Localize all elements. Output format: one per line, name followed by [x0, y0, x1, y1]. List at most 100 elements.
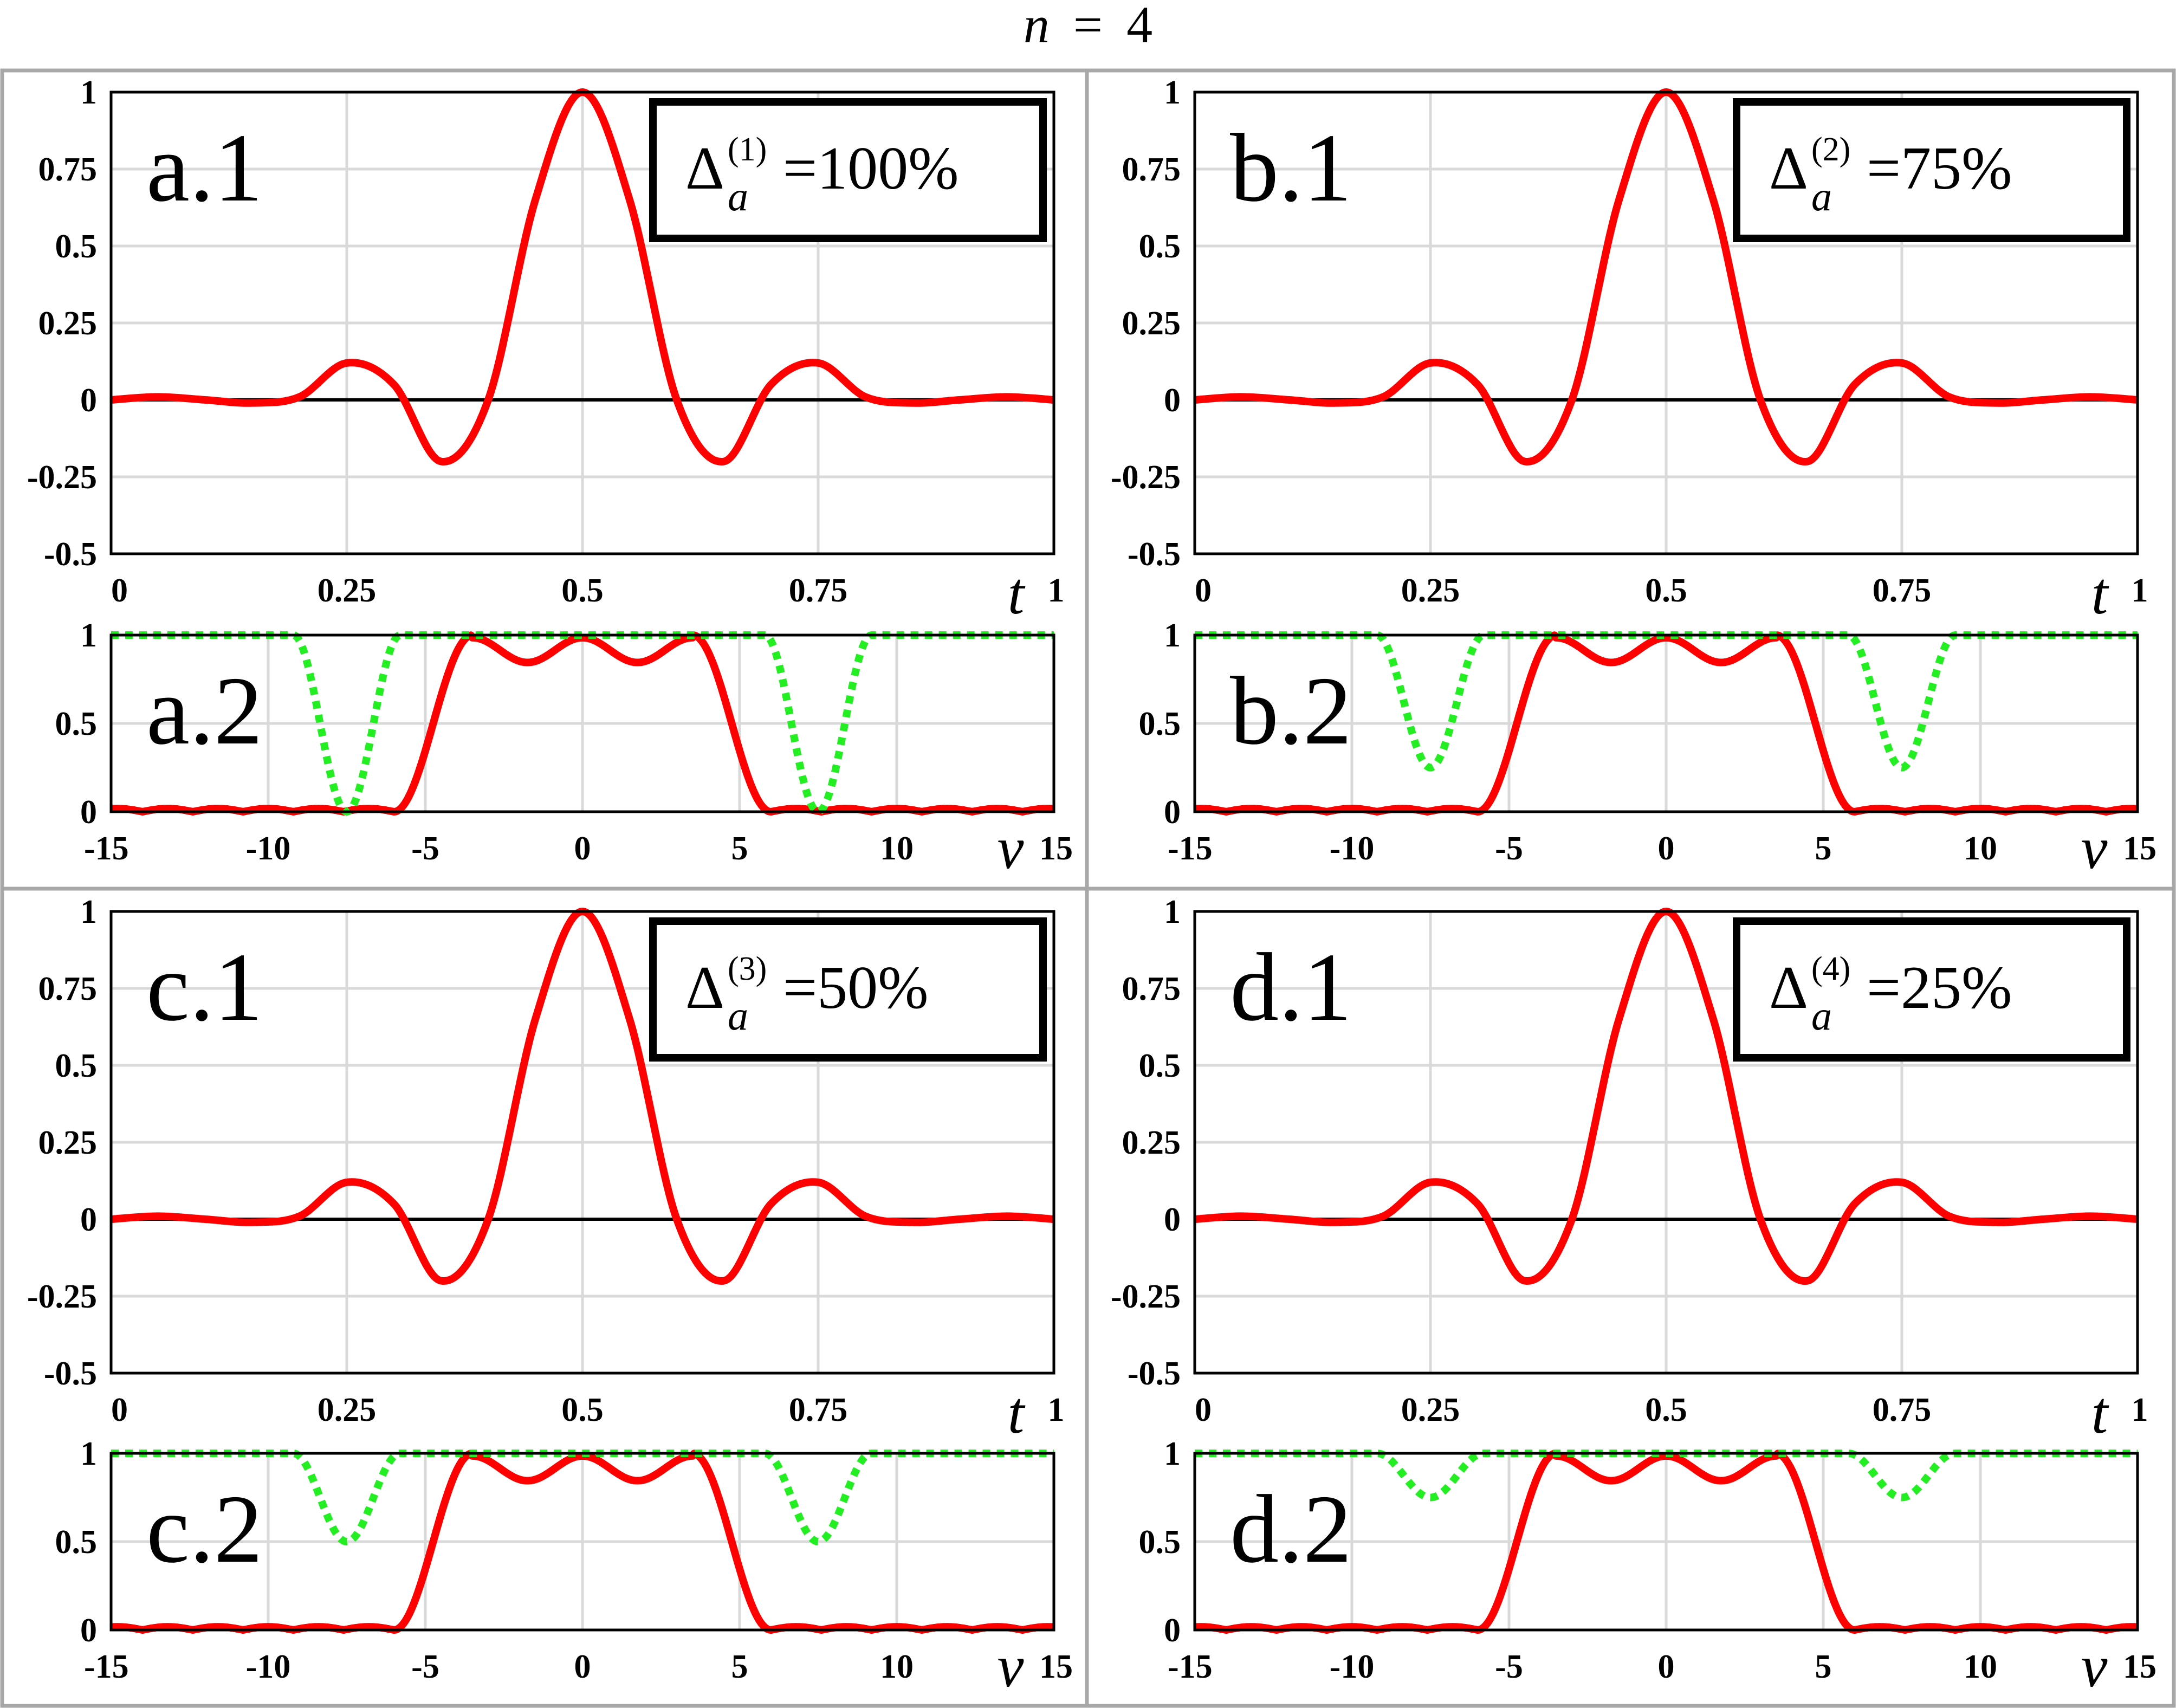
x-tick-label: 0.5 [1645, 572, 1687, 609]
x-tick-label: -10 [1330, 1648, 1375, 1685]
axes-frame [1193, 910, 2139, 1375]
x-tick-label: 15 [2123, 830, 2156, 867]
x-tick-label: 5 [731, 830, 748, 867]
annotation-subscript: a [1811, 993, 1832, 1039]
x-tick-label: 0 [1195, 572, 1212, 609]
x-axis-label-t: t [2091, 1380, 2109, 1446]
axes-frame [109, 90, 1055, 555]
x-tick-label: 0 [574, 1648, 591, 1685]
axes-a.2: 0 0.5 1 -15 -10 -5 0 5 10 15 ν a.2 [55, 617, 1073, 881]
x-tick-label: 0 [111, 572, 128, 609]
y-tick-label: -0.5 [1128, 1355, 1181, 1392]
y-tick-label: 1 [80, 74, 97, 111]
spectrum-curve [1192, 631, 2140, 816]
y-tick-label: 0.25 [1122, 1124, 1181, 1161]
x-axis-label-nu: ν [2081, 815, 2108, 881]
x-tick-label: -10 [246, 1648, 291, 1685]
y-tick-label: 1 [80, 617, 97, 654]
axes-d.2: 0 0.5 1 -15 -10 -5 0 5 10 15 ν d.2 [1139, 1435, 2157, 1699]
x-axis-label-nu: ν [998, 815, 1024, 881]
y-tick-label: 0.75 [1122, 151, 1181, 188]
y-tick-label: -0.5 [44, 536, 97, 573]
y-tick-label: 0.25 [1122, 305, 1181, 342]
y-tick-label: 1 [1164, 1435, 1181, 1472]
x-tick-label: 0.25 [1401, 1392, 1460, 1428]
panel-label: a.2 [146, 657, 263, 765]
y-tick-label: 0.25 [38, 305, 98, 342]
x-tick-label: 0 [1658, 830, 1675, 867]
y-tick-label: 0.25 [38, 1124, 98, 1161]
axes-c.2: 0 0.5 1 -15 -10 -5 0 5 10 15 ν c.2 [55, 1435, 1073, 1699]
y-tick-label: 0 [80, 794, 97, 831]
axes-frame [1193, 1452, 2139, 1632]
annotation-superscript: (1) [728, 131, 767, 168]
annotation-box [1733, 917, 2130, 1062]
x-tick-label: 1 [2132, 1392, 2148, 1428]
x-tick-label: 10 [1964, 1648, 1997, 1685]
x-tick-label: 0.75 [789, 572, 848, 609]
y-tick-label: 0.75 [1122, 971, 1181, 1007]
x-tick-label: -10 [1330, 830, 1375, 867]
x-tick-label: -15 [84, 1648, 129, 1685]
panel-label: b.2 [1230, 657, 1352, 765]
annotation-superscript: (4) [1811, 950, 1850, 987]
x-tick-label: 0.25 [318, 572, 377, 609]
annotation-superscript: (3) [728, 950, 767, 987]
y-tick-label: 0.5 [55, 1524, 98, 1561]
y-tick-label: 0.5 [55, 228, 98, 265]
annotation-value: =75% [1867, 135, 2012, 202]
x-axis-label-nu: ν [998, 1633, 1024, 1699]
annotation-value: =100% [783, 135, 959, 202]
y-tick-label: 0.5 [1139, 228, 1181, 265]
axes-frame [109, 1452, 1055, 1632]
x-tick-label: 10 [1964, 830, 1997, 867]
x-tick-label: 0.75 [1873, 1392, 1932, 1428]
y-tick-label: 1 [1164, 617, 1181, 654]
panel-border-d [1085, 887, 2176, 1708]
axes-frame [1193, 633, 2139, 813]
annotation-symbol: Δ [1769, 954, 1808, 1021]
panel-label: c.1 [146, 933, 263, 1041]
x-tick-label: 0.75 [789, 1392, 848, 1428]
y-tick-label: 0.75 [38, 971, 98, 1007]
y-tick-label: -0.25 [1111, 1278, 1181, 1315]
y-tick-label: -0.25 [27, 1278, 97, 1315]
annotation-box [1733, 98, 2130, 242]
annotation-symbol: Δ [1769, 135, 1808, 202]
axes-frame [109, 633, 1055, 813]
y-tick-label: 1 [1164, 74, 1181, 111]
x-tick-label: 0 [574, 830, 591, 867]
spectrum-curve [108, 631, 1057, 816]
x-tick-label: 5 [731, 1648, 748, 1685]
x-tick-label: 0 [1195, 1392, 1212, 1428]
y-tick-label: 1 [80, 1435, 97, 1472]
panel-label: a.1 [146, 114, 263, 222]
annotation-superscript: (2) [1811, 131, 1850, 168]
x-tick-label: 0 [111, 1392, 128, 1428]
panel-label: b.1 [1230, 114, 1352, 222]
y-tick-label: 0.5 [55, 1047, 98, 1084]
x-tick-label: 0.5 [561, 1392, 604, 1428]
y-tick-label: 0 [80, 1201, 97, 1238]
y-tick-label: -0.5 [1128, 536, 1181, 573]
annotation-value: =25% [1867, 954, 2012, 1021]
x-tick-label: -10 [246, 830, 291, 867]
x-tick-label: 0 [1658, 1648, 1675, 1685]
x-axis-label-t: t [1008, 560, 1026, 626]
y-tick-label: 1 [80, 894, 97, 930]
axes-frame [1193, 90, 2139, 555]
x-tick-label: 0.75 [1873, 572, 1932, 609]
annotation-subscript: a [1811, 174, 1832, 219]
x-tick-label: 0.25 [318, 1392, 377, 1428]
annotation-subscript: a [728, 174, 748, 219]
x-tick-label: 10 [880, 1648, 914, 1685]
x-tick-label: -15 [1168, 830, 1213, 867]
annotation-symbol: Δ [685, 954, 724, 1021]
axes-b.2: 0 0.5 1 -15 -10 -5 0 5 10 15 ν b.2 [1139, 617, 2157, 881]
